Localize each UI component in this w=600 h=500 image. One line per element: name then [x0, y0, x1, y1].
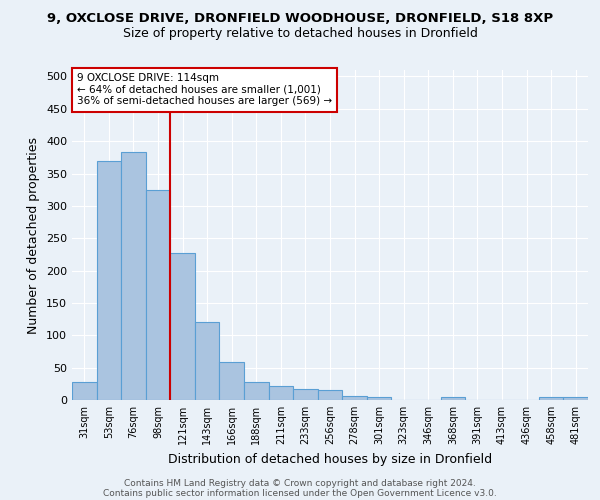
X-axis label: Distribution of detached houses by size in Dronfield: Distribution of detached houses by size …	[168, 452, 492, 466]
Bar	[367, 397, 391, 400]
Bar	[97, 160, 121, 400]
Text: Contains public sector information licensed under the Open Government Licence v3: Contains public sector information licen…	[103, 488, 497, 498]
Text: Contains HM Land Registry data © Crown copyright and database right 2024.: Contains HM Land Registry data © Crown c…	[124, 478, 476, 488]
Bar	[318, 390, 342, 400]
Bar	[293, 389, 318, 400]
Text: Size of property relative to detached houses in Dronfield: Size of property relative to detached ho…	[122, 28, 478, 40]
Bar	[342, 396, 367, 400]
Bar	[195, 322, 220, 400]
Bar	[220, 362, 244, 400]
Bar	[539, 397, 563, 400]
Bar	[563, 397, 588, 400]
Y-axis label: Number of detached properties: Number of detached properties	[28, 136, 40, 334]
Bar	[170, 253, 195, 400]
Bar	[146, 190, 170, 400]
Bar	[440, 397, 465, 400]
Text: 9, OXCLOSE DRIVE, DRONFIELD WOODHOUSE, DRONFIELD, S18 8XP: 9, OXCLOSE DRIVE, DRONFIELD WOODHOUSE, D…	[47, 12, 553, 26]
Bar	[121, 152, 146, 400]
Bar	[269, 386, 293, 400]
Bar	[244, 382, 269, 400]
Bar	[72, 382, 97, 400]
Text: 9 OXCLOSE DRIVE: 114sqm
← 64% of detached houses are smaller (1,001)
36% of semi: 9 OXCLOSE DRIVE: 114sqm ← 64% of detache…	[77, 74, 332, 106]
